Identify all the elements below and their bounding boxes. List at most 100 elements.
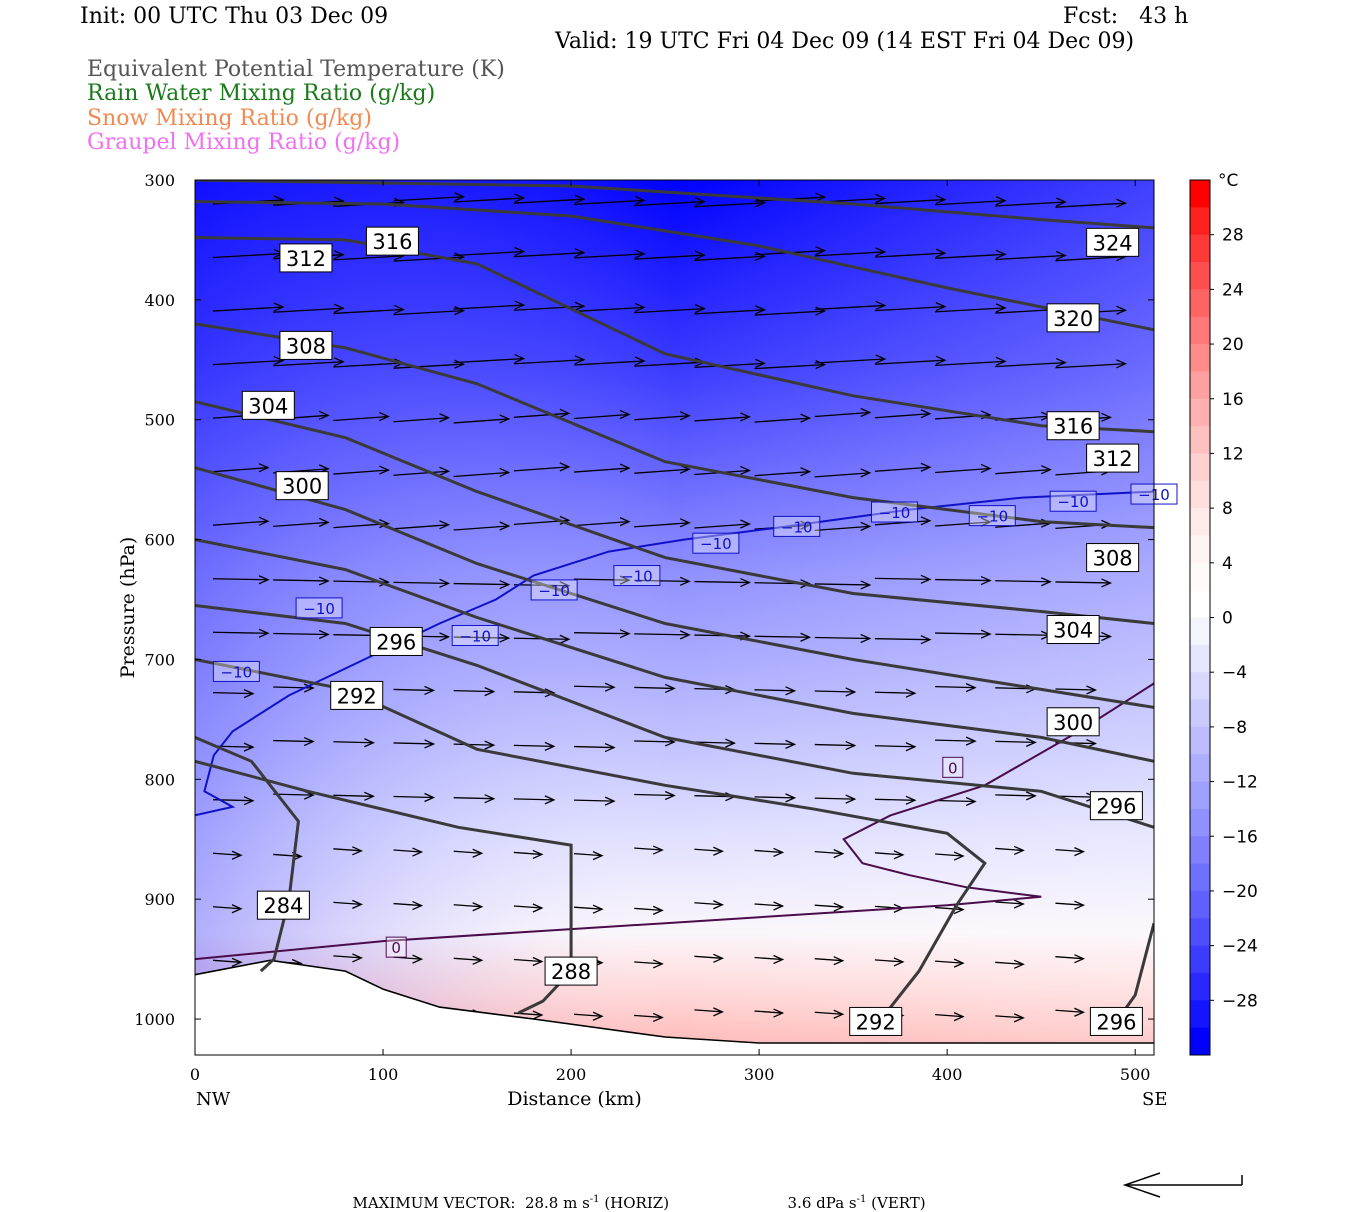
wind-vector-head — [995, 196, 1007, 206]
wind-vector-head — [773, 1008, 785, 1018]
wind-vector-head — [980, 575, 992, 586]
wind-vector — [1055, 256, 1126, 262]
wind-vector — [874, 466, 930, 472]
wind-vector-head — [920, 462, 932, 472]
wind-vector-head — [679, 576, 691, 586]
colorbar-label: −12 — [1222, 773, 1258, 793]
wind-vector-head — [352, 846, 363, 856]
wind-vector-head — [920, 409, 932, 419]
se-label: SE — [1142, 1089, 1167, 1110]
wind-vector-head — [694, 196, 706, 207]
wind-vector-head — [1101, 412, 1113, 422]
wind-vector — [694, 416, 750, 422]
wind-vector-head — [833, 849, 845, 859]
wind-vector — [212, 359, 284, 366]
isotherm-label-box — [212, 660, 260, 682]
wind-vector-head — [980, 463, 992, 474]
wind-vector — [935, 1013, 964, 1018]
axes: 300 400 500 600 700 800 900 1000 0 100 200 300 400 50… — [117, 171, 1167, 1110]
wind-vector-head — [860, 468, 872, 478]
wind-vector-head — [980, 629, 992, 639]
wind-vector — [453, 689, 494, 693]
wind-vector — [333, 469, 389, 475]
wind-vector-head — [439, 466, 451, 476]
colorbar-swatch — [1190, 398, 1210, 427]
colorbar-swatch — [1190, 699, 1210, 728]
colorbar-swatch — [1190, 289, 1210, 318]
theta-e-label: 324 — [1093, 231, 1133, 255]
wind-vector-head — [1074, 847, 1086, 857]
colorbar-swatch — [1190, 890, 1210, 919]
wind-vector-head — [424, 685, 436, 696]
vert-unit: (VERT) — [871, 1194, 926, 1212]
wind-vector-head — [800, 632, 812, 642]
wind-vector-head — [574, 248, 586, 258]
theta-e-contour-292 — [195, 658, 987, 1020]
wind-vector-head — [499, 633, 511, 643]
plot-frame — [194, 179, 1155, 1056]
wind-vector-head — [1055, 250, 1067, 261]
wind-vector-head — [592, 904, 604, 914]
wind-vector-head — [800, 467, 812, 477]
wind-vector-head — [815, 246, 827, 256]
colorbar-swatch — [1190, 480, 1210, 509]
wind-vector — [935, 739, 976, 742]
wind-vector — [273, 579, 329, 582]
theta-e-label-box — [1046, 303, 1100, 333]
isotherm-label-box — [451, 624, 499, 646]
wind-vector — [814, 1011, 843, 1015]
wind-vector-head — [893, 850, 905, 860]
wind-vector-head — [740, 519, 751, 529]
colorbar-swatch — [1190, 617, 1210, 646]
wind-vector — [453, 525, 509, 531]
wind-vector — [874, 252, 945, 258]
theta-e-label-box — [1089, 1006, 1143, 1036]
x-axis-label: Distance (km) — [507, 1088, 642, 1110]
colorbar-swatch — [1190, 863, 1210, 892]
wind-vector — [754, 903, 783, 907]
isotherm-label-box — [692, 532, 740, 554]
wind-vector-head — [905, 742, 917, 752]
wind-vector-head — [875, 354, 887, 364]
wind-vector-head — [258, 516, 270, 526]
wind-vector-head — [740, 465, 751, 476]
wind-vector — [453, 797, 494, 800]
wind-vector — [874, 852, 903, 856]
colorbar-label: −24 — [1222, 937, 1258, 957]
wind-vector-head — [935, 355, 947, 365]
theta-e-contours — [195, 180, 1154, 1023]
colorbar-label: 8 — [1222, 499, 1233, 519]
theta-e-label-box — [241, 390, 295, 420]
theta-e-label-box — [256, 890, 310, 920]
wind-vector — [393, 524, 449, 530]
wind-vector — [935, 360, 1006, 367]
wind-vector-head — [1086, 685, 1098, 695]
colorbar-swatch — [1190, 207, 1210, 236]
wind-vector-head — [559, 581, 571, 591]
colorbar-swatch — [1190, 836, 1210, 865]
temperature-fill — [195, 180, 1154, 1055]
colorbar-swatch — [1190, 562, 1210, 591]
wind-vector-head — [953, 958, 965, 968]
wind-vector-head — [815, 359, 827, 370]
wind-vector — [694, 523, 750, 529]
wind-vector — [995, 254, 1066, 261]
forecast-hour: Fcst: 43 h — [1063, 4, 1189, 29]
wind-vector-head — [905, 795, 917, 805]
max-vector-vert: 3.6 dPa s — [787, 1194, 857, 1212]
wind-vector — [754, 849, 783, 854]
wind-vector — [754, 363, 825, 370]
wind-vector-head — [893, 957, 905, 967]
wind-vector-head — [412, 954, 424, 964]
colorbar-swatch — [1190, 426, 1210, 454]
wind-vector-head — [604, 682, 616, 692]
colorbar-label: −16 — [1222, 827, 1258, 847]
wind-vector — [995, 469, 1051, 475]
wind-vector-head — [484, 740, 496, 750]
wind-vector-head — [833, 902, 845, 912]
colorbar-unit: °C — [1218, 171, 1238, 191]
colorbar-swatch — [1190, 672, 1210, 701]
theta-e-label-box — [1046, 411, 1100, 441]
wind-vector — [995, 201, 1066, 207]
wind-vector-head — [845, 687, 857, 697]
